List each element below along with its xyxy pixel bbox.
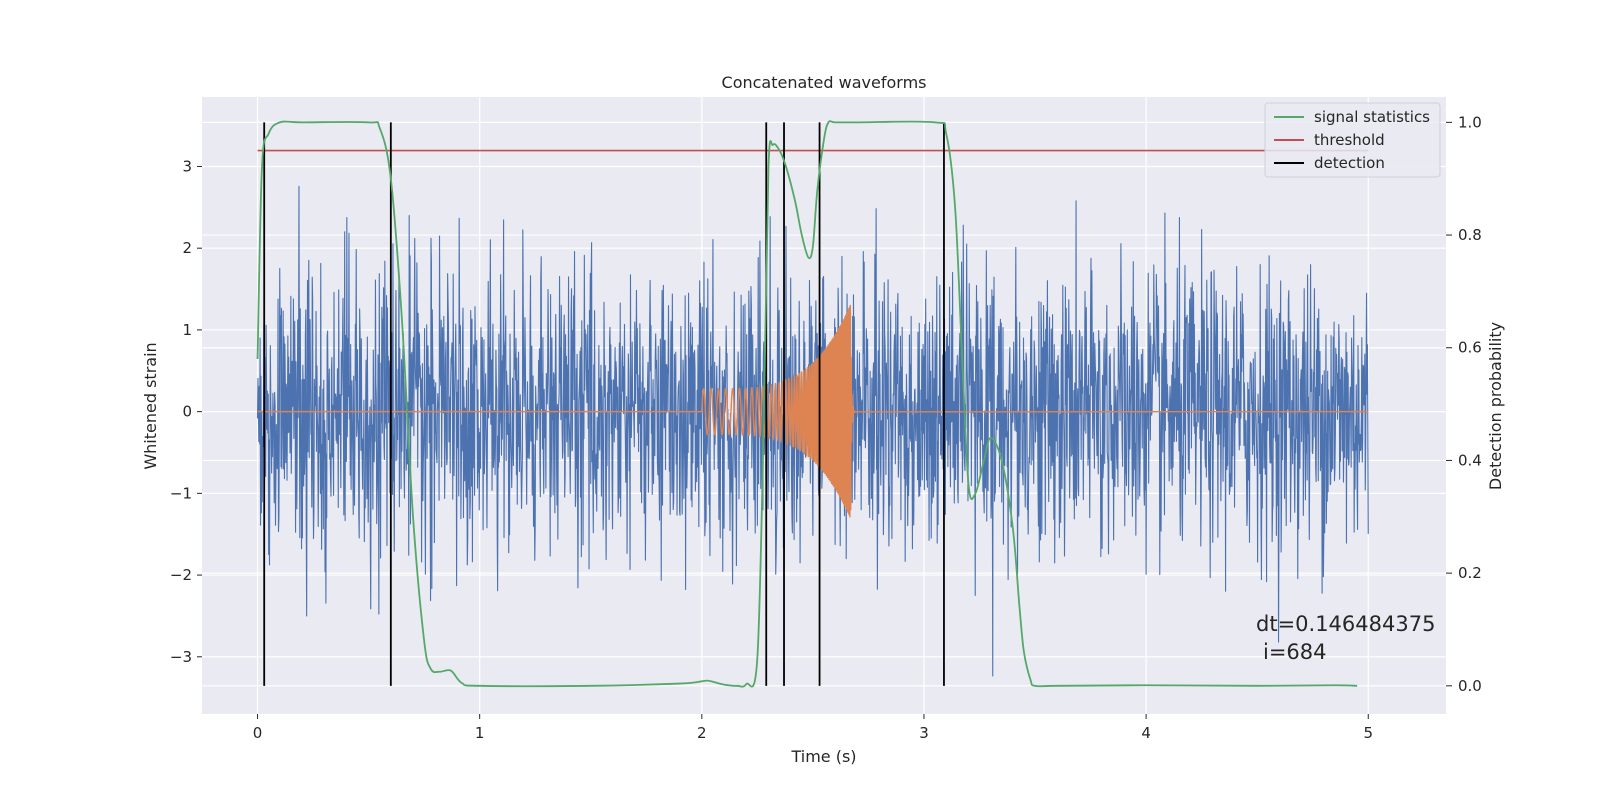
x-tick-label-5: 5 [1363, 724, 1373, 742]
y2-tick-label-4: 0.8 [1458, 226, 1482, 244]
y-tick-label-3: 0 [182, 403, 192, 421]
y-axis-label: Whitened strain [141, 342, 160, 469]
legend-label-threshold: threshold [1314, 131, 1385, 149]
annotation-i: i=684 [1263, 640, 1327, 664]
legend-label-detection: detection [1314, 154, 1385, 172]
chirp-line [257, 304, 1369, 518]
noise-line [256, 185, 1369, 677]
y-tick-label-5: 2 [182, 239, 192, 257]
x-tick-label-1: 1 [475, 724, 485, 742]
x-tick-label-4: 4 [1141, 724, 1151, 742]
x-tick-label-3: 3 [919, 724, 929, 742]
y2-tick-label-5: 1.0 [1458, 113, 1482, 131]
y2-axis-ticks: 0.0 0.2 0.4 0.6 0.8 1.0 [1446, 113, 1482, 695]
chart-title: Concatenated waveforms [722, 73, 927, 92]
y-axis-ticks: −3 −2 −1 0 1 2 3 [170, 157, 202, 666]
x-tick-label-0: 0 [253, 724, 263, 742]
legend-label-statistics: signal statistics [1314, 108, 1430, 126]
annotation-dt: dt=0.146484375 [1256, 612, 1435, 636]
y2-tick-label-0: 0.0 [1458, 677, 1482, 695]
y2-tick-label-2: 0.4 [1458, 451, 1482, 469]
y2-tick-label-3: 0.6 [1458, 339, 1482, 357]
y-tick-label-6: 3 [182, 157, 192, 175]
x-axis-ticks: 0 1 2 3 4 5 [253, 714, 1373, 742]
y2-tick-label-1: 0.2 [1458, 564, 1482, 582]
chirp-series [257, 304, 1369, 518]
y-tick-label-2: −1 [170, 484, 192, 502]
y-tick-label-1: −2 [170, 566, 192, 584]
statistics-line [256, 120, 1358, 688]
y-tick-label-4: 1 [182, 321, 192, 339]
x-tick-label-2: 2 [697, 724, 707, 742]
x-axis-label: Time (s) [790, 747, 856, 766]
y2-axis-label: Detection probability [1486, 322, 1505, 490]
y-tick-label-0: −3 [170, 648, 192, 666]
statistics-series [256, 120, 1358, 688]
noise-series [256, 185, 1369, 677]
legend-box [1264, 102, 1441, 178]
legend: signal statistics threshold detection [1264, 102, 1441, 178]
detection-lines [263, 122, 945, 686]
